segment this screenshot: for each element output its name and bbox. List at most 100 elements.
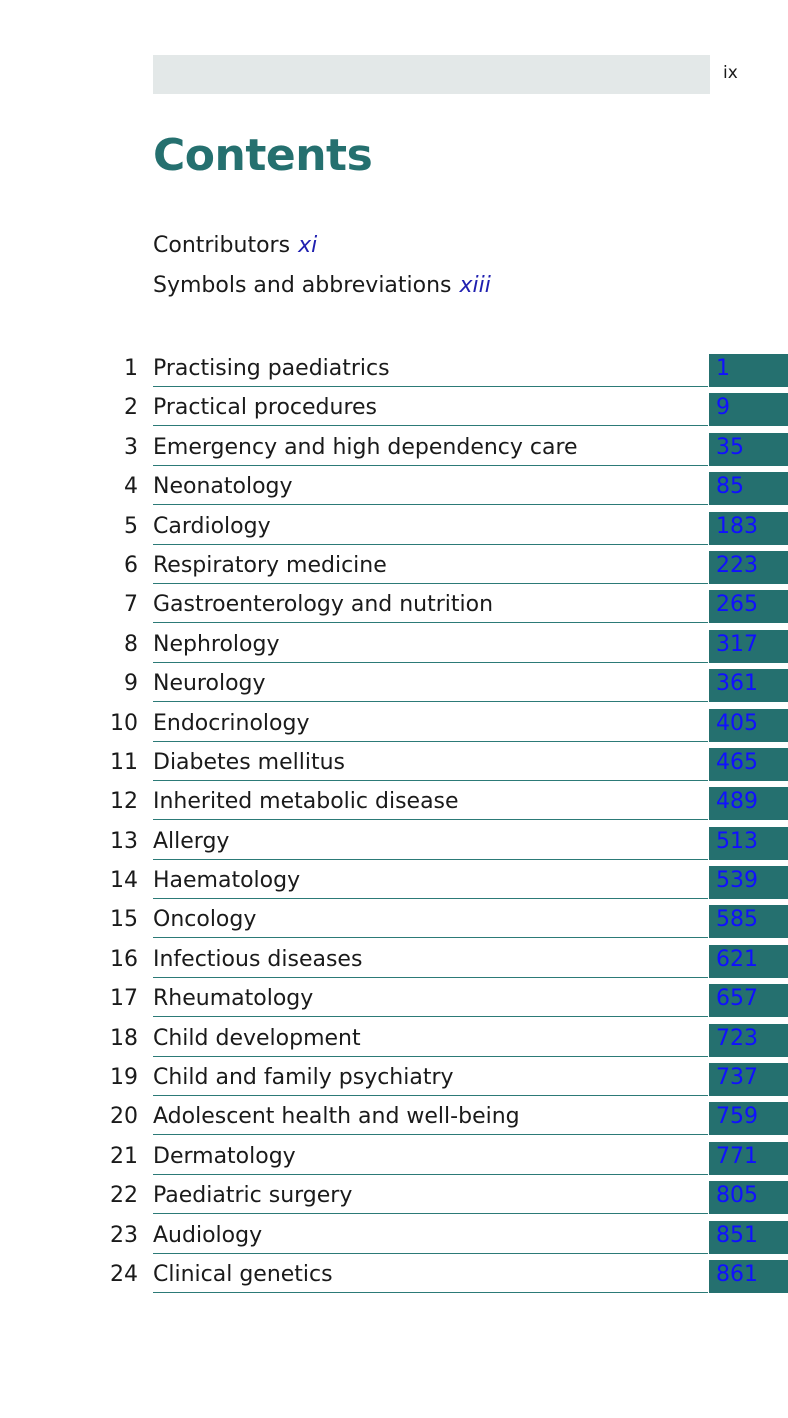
chapter-number: 5 [124, 513, 138, 539]
chapter-row[interactable]: 10 Endocrinology 405 [0, 708, 788, 748]
chapter-row[interactable]: 8 Nephrology 317 [0, 629, 788, 669]
page-title: Contents [153, 130, 373, 181]
chapter-title[interactable]: Cardiology [153, 512, 708, 545]
chapter-number: 21 [110, 1143, 138, 1169]
chapter-row[interactable]: 5 Cardiology 183 [0, 511, 788, 551]
chapter-title[interactable]: Respiratory medicine [153, 551, 708, 584]
chapter-number: 8 [124, 631, 138, 657]
chapter-row[interactable]: 6 Respiratory medicine 223 [0, 550, 788, 590]
chapter-number: 11 [110, 749, 138, 775]
chapter-title[interactable]: Practical procedures [153, 393, 708, 427]
chapter-page-link[interactable]: 1 [709, 354, 788, 387]
front-matter-list: Contributors xi Symbols and abbreviations… [153, 231, 491, 311]
chapter-page-link[interactable]: 621 [709, 944, 788, 978]
chapter-page-link[interactable]: 223 [709, 550, 788, 584]
chapter-number: 22 [110, 1183, 138, 1209]
chapter-page-link[interactable]: 585 [709, 905, 788, 939]
chapter-page-link[interactable]: 723 [709, 1023, 788, 1057]
chapter-number: 9 [124, 671, 138, 697]
front-matter-item-contributors[interactable]: Contributors xi [153, 231, 491, 271]
chapter-title[interactable]: Rheumatology [153, 984, 708, 1018]
chapter-title[interactable]: Nephrology [153, 630, 708, 663]
chapter-page-link[interactable]: 265 [709, 590, 788, 624]
chapter-number: 19 [110, 1065, 138, 1091]
chapter-number: 3 [124, 434, 138, 460]
chapter-page-link[interactable]: 9 [709, 393, 788, 427]
chapter-row[interactable]: 20 Adolescent health and well-being 759 [0, 1102, 788, 1141]
chapter-number: 6 [124, 552, 138, 578]
chapter-title[interactable]: Audiology [153, 1221, 708, 1254]
chapter-row[interactable]: 15 Oncology 585 [0, 905, 788, 944]
chapter-page-link[interactable]: 465 [709, 747, 788, 781]
chapter-page-link[interactable]: 489 [709, 787, 788, 821]
front-matter-label: Contributors [153, 233, 291, 258]
chapter-list: 1 Practising paediatrics 1 2 Practical proce… [0, 354, 788, 1299]
chapter-title[interactable]: Infectious diseases [153, 945, 708, 978]
chapter-row[interactable]: 13 Allergy 513 [0, 826, 788, 866]
chapter-title[interactable]: Neonatology [153, 472, 708, 506]
chapter-row[interactable]: 18 Child development 723 [0, 1023, 788, 1063]
chapter-title[interactable]: Emergency and high dependency care [153, 433, 708, 466]
chapter-page-link[interactable]: 361 [709, 669, 788, 703]
chapter-number: 18 [110, 1025, 138, 1051]
chapter-title[interactable]: Haematology [153, 866, 708, 900]
chapter-number: 13 [110, 828, 138, 854]
chapter-title[interactable]: Dermatology [153, 1142, 708, 1175]
chapter-row[interactable]: 2 Practical procedures 9 [0, 393, 788, 432]
chapter-title[interactable]: Oncology [153, 905, 708, 939]
chapter-row[interactable]: 16 Infectious diseases 621 [0, 944, 788, 984]
chapter-row[interactable]: 23 Audiology 851 [0, 1220, 788, 1260]
chapter-number: 23 [110, 1222, 138, 1248]
chapter-title[interactable]: Child and family psychiatry [153, 1063, 708, 1097]
chapter-row[interactable]: 12 Inherited metabolic disease 489 [0, 787, 788, 826]
chapter-title[interactable]: Inherited metabolic disease [153, 787, 708, 821]
chapter-title[interactable]: Diabetes mellitus [153, 748, 708, 781]
chapter-row[interactable]: 24 Clinical genetics 861 [0, 1259, 788, 1299]
chapter-title[interactable]: Paediatric surgery [153, 1181, 708, 1215]
chapter-row[interactable]: 22 Paediatric surgery 805 [0, 1181, 788, 1220]
chapter-row[interactable]: 21 Dermatology 771 [0, 1141, 788, 1181]
chapter-row[interactable]: 7 Gastroenterology and nutrition 265 [0, 590, 788, 629]
chapter-number: 20 [110, 1104, 138, 1130]
chapter-row[interactable]: 1 Practising paediatrics 1 [0, 354, 788, 393]
chapter-page-link[interactable]: 405 [709, 708, 788, 742]
chapter-page-link[interactable]: 317 [709, 629, 788, 663]
chapter-page-link[interactable]: 805 [709, 1181, 788, 1215]
chapter-number: 12 [110, 789, 138, 815]
chapter-number: 16 [110, 946, 138, 972]
chapter-page-link[interactable]: 183 [709, 511, 788, 545]
chapter-row[interactable]: 3 Emergency and high dependency care 35 [0, 432, 788, 472]
chapter-page-link[interactable]: 851 [709, 1220, 788, 1254]
chapter-number: 24 [110, 1261, 138, 1287]
chapter-number: 15 [110, 907, 138, 933]
chapter-title[interactable]: Neurology [153, 669, 708, 703]
front-matter-page-link[interactable]: xiii [459, 273, 491, 298]
chapter-number: 1 [124, 356, 138, 381]
front-matter-page-link[interactable]: xi [298, 233, 318, 258]
chapter-page-link[interactable]: 771 [709, 1141, 788, 1175]
chapter-title[interactable]: Endocrinology [153, 709, 708, 742]
chapter-number: 2 [124, 395, 138, 421]
chapter-page-link[interactable]: 759 [709, 1102, 788, 1136]
front-matter-item-symbols[interactable]: Symbols and abbreviations xiii [153, 271, 491, 311]
chapter-row[interactable]: 17 Rheumatology 657 [0, 984, 788, 1023]
chapter-title[interactable]: Gastroenterology and nutrition [153, 590, 708, 624]
chapter-title[interactable]: Adolescent health and well-being [153, 1102, 708, 1136]
chapter-page-link[interactable]: 657 [709, 984, 788, 1018]
chapter-title[interactable]: Clinical genetics [153, 1260, 708, 1293]
chapter-page-link[interactable]: 861 [709, 1259, 788, 1293]
chapter-page-link[interactable]: 539 [709, 866, 788, 900]
chapter-page-link[interactable]: 35 [709, 432, 788, 466]
front-matter-label: Symbols and abbreviations [153, 273, 452, 298]
chapter-row[interactable]: 4 Neonatology 85 [0, 472, 788, 511]
chapter-row[interactable]: 9 Neurology 361 [0, 669, 788, 708]
chapter-title[interactable]: Allergy [153, 827, 708, 860]
chapter-page-link[interactable]: 737 [709, 1063, 788, 1097]
chapter-page-link[interactable]: 85 [709, 472, 788, 506]
chapter-row[interactable]: 19 Child and family psychiatry 737 [0, 1063, 788, 1102]
chapter-row[interactable]: 11 Diabetes mellitus 465 [0, 747, 788, 787]
chapter-row[interactable]: 14 Haematology 539 [0, 866, 788, 905]
chapter-page-link[interactable]: 513 [709, 826, 788, 860]
chapter-title[interactable]: Child development [153, 1024, 708, 1057]
chapter-title[interactable]: Practising paediatrics [153, 354, 708, 387]
